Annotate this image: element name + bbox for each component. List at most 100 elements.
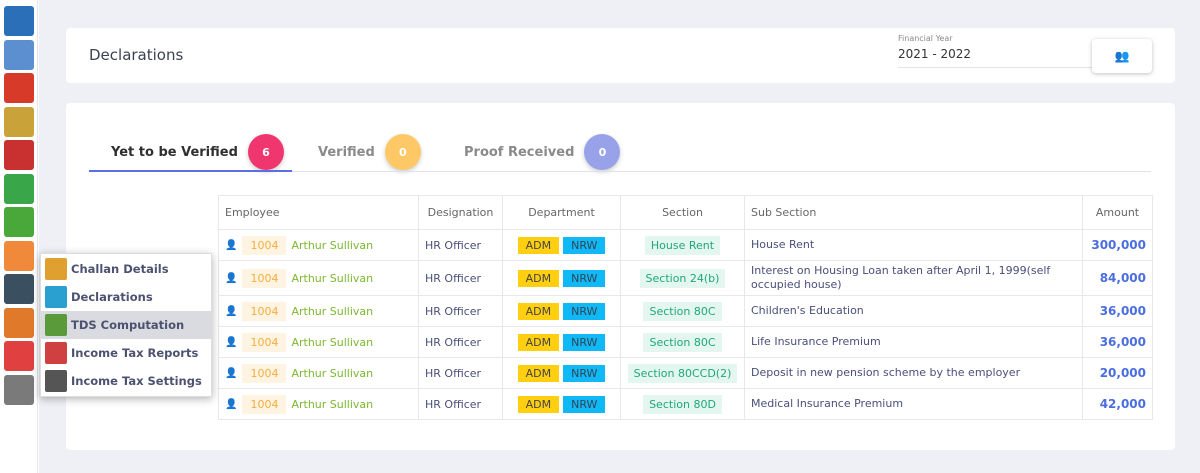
table-row[interactable]: 👤 1004 Arthur Sullivan HR Officer ADM NRW S… — [218, 326, 1153, 358]
menu-item-label: Declarations — [71, 290, 153, 304]
section-badge: Section 80D — [643, 394, 722, 414]
header-card: Declarations Financial Year 2021 - 2022 … — [66, 28, 1175, 83]
tab-divider — [89, 171, 1151, 172]
sub-section: House Rent — [744, 229, 1083, 261]
monitor-icon[interactable] — [4, 6, 34, 36]
active-tab-indicator — [89, 170, 292, 172]
avatar: 👤 — [225, 305, 238, 317]
report-chart-icon[interactable] — [4, 341, 34, 371]
sub-section: Life Insurance Premium — [744, 326, 1083, 358]
designation: HR Officer — [418, 326, 503, 358]
employee-id: 1004 — [242, 235, 287, 255]
menu-item-income-tax-reports[interactable]: Income Tax Reports — [41, 339, 211, 367]
tax-reports-icon — [45, 342, 67, 364]
clock-icon[interactable] — [4, 140, 34, 170]
menu-item-income-tax-settings[interactable]: Income Tax Settings — [41, 367, 211, 395]
declarations-icon — [45, 286, 67, 308]
building-icon[interactable] — [4, 39, 34, 70]
biometric-icon[interactable] — [4, 274, 34, 304]
financial-year-value: 2021 - 2022 — [898, 47, 972, 61]
col-sub-section[interactable]: Sub Section — [744, 195, 1083, 230]
group-button[interactable]: 👥 — [1092, 39, 1152, 73]
section-badge: House Rent — [644, 235, 721, 255]
table-row[interactable]: 👤 1004 Arthur Sullivan HR Officer ADM NRW S… — [218, 260, 1153, 296]
sidebar — [0, 0, 38, 473]
section-badge: Section 24(b) — [639, 268, 726, 288]
designation: HR Officer — [418, 229, 503, 261]
avatar: 👤 — [225, 272, 238, 284]
tds-computation-icon — [45, 314, 67, 336]
amount: 36,000 — [1082, 295, 1153, 327]
menu-item-label: Income Tax Settings — [71, 374, 202, 388]
department-tag: ADM — [517, 333, 560, 351]
tab-label: Proof Received — [464, 144, 575, 160]
employee-id: 1004 — [242, 363, 287, 383]
menu-item-declarations[interactable]: Declarations — [41, 283, 211, 311]
tab-label: Verified — [318, 144, 375, 160]
location-tag: NRW — [563, 395, 606, 413]
count-badge: 6 — [247, 134, 284, 170]
income-tax-menu: Challan Details Declarations TDS Computati… — [40, 253, 212, 397]
location-tag: NRW — [563, 364, 606, 382]
table-row[interactable]: 👤 1004 Arthur Sullivan HR Officer ADM NRW H… — [218, 229, 1153, 261]
avatar: 👤 — [225, 367, 238, 379]
amount: 20,000 — [1082, 357, 1153, 389]
employee-name[interactable]: Arthur Sullivan — [291, 366, 374, 380]
settings-gear-icon[interactable] — [4, 374, 34, 405]
avatar: 👤 — [225, 398, 238, 410]
sub-section: Children's Education — [744, 295, 1083, 327]
menu-item-tds-computation[interactable]: TDS Computation — [41, 311, 211, 339]
tab-verified[interactable]: Verified 0 — [318, 133, 421, 171]
amount: 300,000 — [1082, 229, 1153, 261]
col-department[interactable]: Department — [502, 195, 621, 230]
money-icon[interactable] — [4, 207, 34, 237]
users-icon: 👥 — [1114, 49, 1130, 63]
location-tag: NRW — [563, 236, 606, 254]
table-row[interactable]: 👤 1004 Arthur Sullivan HR Officer ADM NRW S… — [218, 388, 1153, 420]
menu-item-label: Income Tax Reports — [71, 346, 199, 360]
col-employee[interactable]: Employee — [218, 195, 419, 230]
main-area: Declarations Financial Year 2021 - 2022 … — [39, 0, 1200, 473]
table-row[interactable]: 👤 1004 Arthur Sullivan HR Officer ADM NRW S… — [218, 357, 1153, 389]
amount: 84,000 — [1082, 260, 1153, 296]
location-tag: NRW — [563, 333, 606, 351]
location-tag: NRW — [563, 269, 606, 287]
section-badge: Section 80CCD(2) — [627, 363, 738, 383]
employee-name[interactable]: Arthur Sullivan — [291, 335, 374, 349]
sub-section: Interest on Housing Loan taken after Apr… — [744, 260, 1083, 296]
employee-id: 1004 — [242, 394, 287, 414]
tab-yet-to-be-verified[interactable]: Yet to be Verified 6 — [111, 133, 284, 171]
user-icon[interactable] — [4, 73, 34, 103]
col-section[interactable]: Section — [620, 195, 745, 230]
department-tag: ADM — [517, 236, 560, 254]
avatar: 👤 — [225, 336, 238, 348]
table-row[interactable]: 👤 1004 Arthur Sullivan HR Officer ADM NRW S… — [218, 295, 1153, 327]
department-tag: ADM — [517, 269, 560, 287]
employee-name[interactable]: Arthur Sullivan — [291, 271, 374, 285]
col-designation[interactable]: Designation — [418, 195, 503, 230]
financial-year-label: Financial Year — [898, 34, 953, 43]
menu-item-challan-details[interactable]: Challan Details — [41, 255, 211, 283]
section-badge: Section 80C — [643, 301, 722, 321]
challan-icon — [45, 258, 67, 280]
tab-proof-received[interactable]: Proof Received 0 — [464, 133, 621, 171]
section-badge: Section 80C — [643, 332, 722, 352]
declarations-card: Yet to be Verified 6 Verified 0 Proof Receiv… — [66, 103, 1175, 450]
employee-name[interactable]: Arthur Sullivan — [291, 304, 374, 318]
menu-item-label: Challan Details — [71, 262, 169, 276]
declarations-table: Employee Designation Department Section … — [218, 195, 1153, 420]
count-badge: 0 — [584, 134, 621, 170]
col-amount[interactable]: Amount — [1082, 195, 1153, 230]
employee-id: 1004 — [242, 301, 287, 321]
menu-item-label: TDS Computation — [71, 318, 185, 332]
employee-computer-icon[interactable] — [4, 307, 34, 338]
page-title: Declarations — [89, 46, 184, 64]
department-tag: ADM — [517, 395, 560, 413]
designation: HR Officer — [418, 357, 503, 389]
tax-calculator-icon[interactable] — [4, 240, 34, 271]
calendar-icon[interactable] — [4, 173, 34, 204]
employee-name[interactable]: Arthur Sullivan — [291, 238, 374, 252]
designation: HR Officer — [418, 295, 503, 327]
calendar-grid-icon[interactable] — [4, 106, 34, 137]
employee-name[interactable]: Arthur Sullivan — [291, 397, 374, 411]
